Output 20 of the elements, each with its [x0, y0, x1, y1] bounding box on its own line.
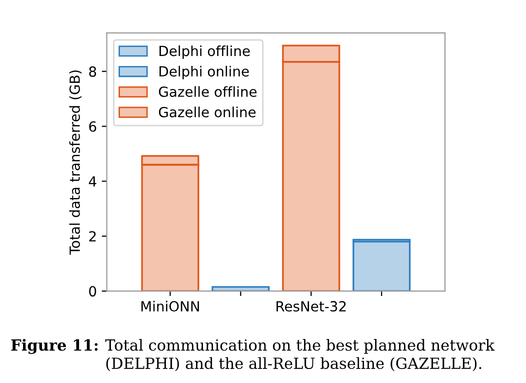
bar	[282, 60, 340, 292]
y-tick-label: 6	[89, 121, 96, 132]
bar	[212, 286, 270, 292]
y-axis-title: Total data transferred (GB)	[69, 70, 82, 255]
legend-label: Gazelle online	[158, 106, 256, 118]
bar	[141, 155, 200, 166]
x-tick-label: MiniONN	[141, 300, 199, 312]
text: Total communication on the best planned network (DELPHI) and the all-ReLU baseline (GAZELLE).	[105, 338, 495, 372]
y-tick-label: 2	[89, 231, 96, 242]
legend-label: Delphi offline	[160, 45, 250, 59]
caption: Figure 11:	[11, 338, 98, 354]
y-tick-label: 8	[89, 66, 96, 77]
x-tick-label: ResNet-32	[276, 301, 346, 312]
y-tick-label: 0	[89, 286, 96, 297]
bar	[352, 240, 411, 292]
bar	[282, 44, 340, 63]
legend-label: Gazelle offline	[158, 86, 257, 97]
legend-label: Delphi online	[160, 66, 249, 80]
bar	[141, 164, 200, 292]
y-tick-label: 4	[88, 176, 96, 187]
